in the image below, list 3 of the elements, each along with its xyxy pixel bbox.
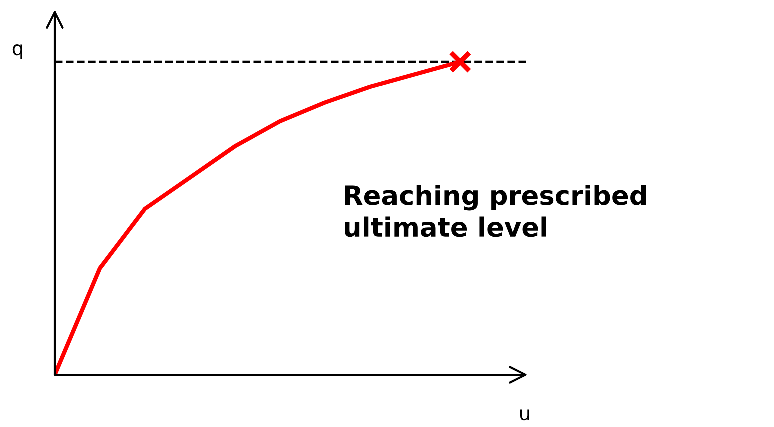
x-axis-title: u: [520, 409, 530, 421]
annotation: Reaching prescribed ultimate level: [345, 185, 646, 238]
y-axis-title: q: [12, 44, 22, 60]
